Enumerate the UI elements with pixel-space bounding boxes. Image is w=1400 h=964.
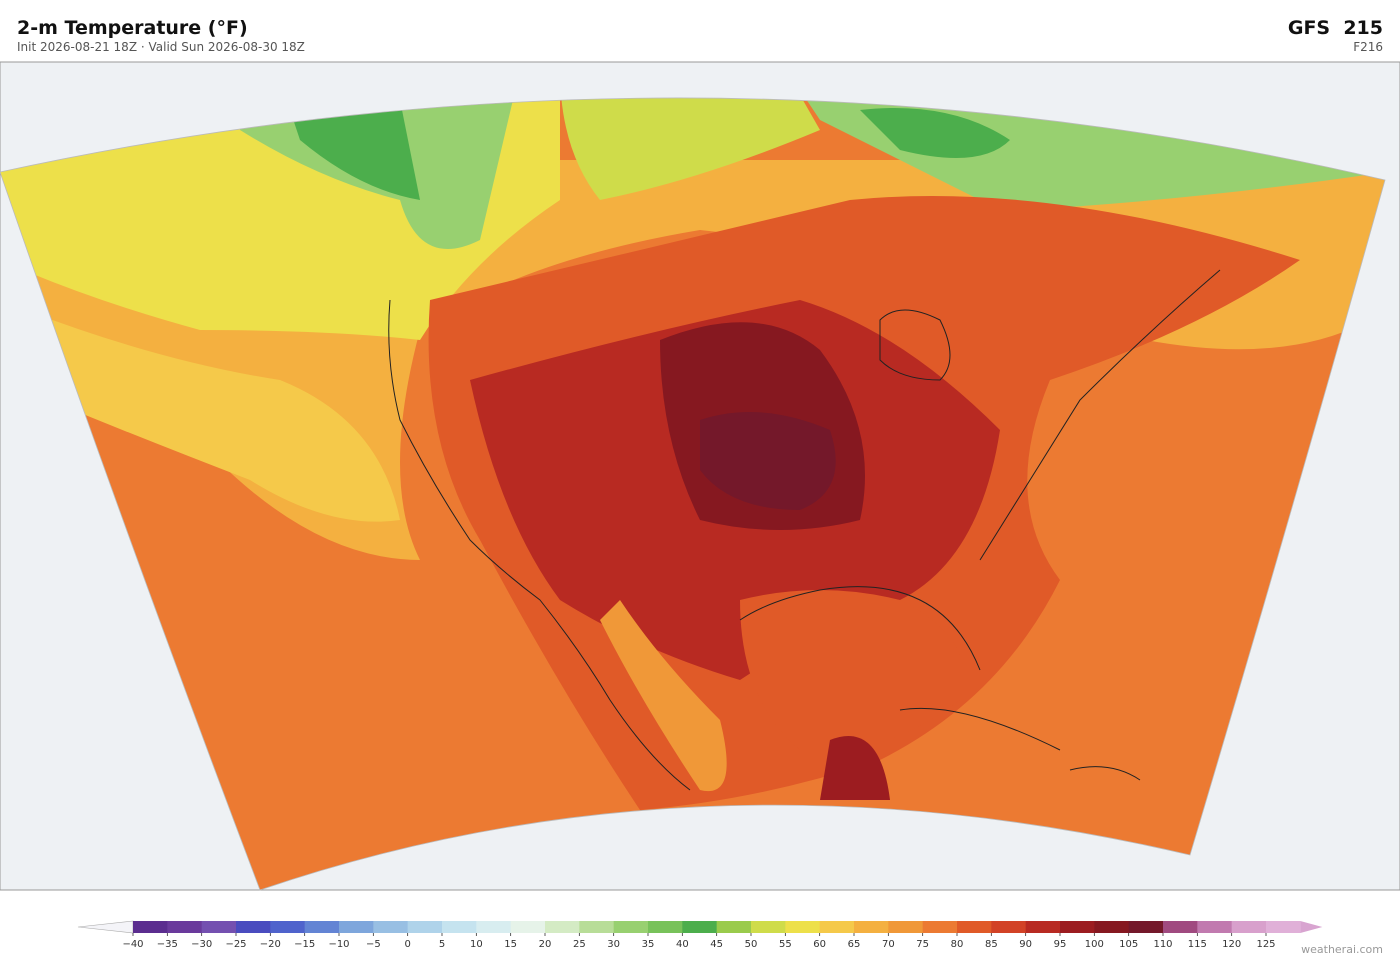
colorbar-tick-label: 75 — [916, 939, 929, 950]
subtitle: Init 2026-08-21 18Z · Valid Sun 2026-08-… — [17, 40, 305, 54]
colorbar-tick-label: 100 — [1085, 939, 1104, 950]
colorbar-tick-label: 5 — [439, 939, 445, 950]
colorbar-bin — [476, 921, 512, 933]
colorbar-bin — [991, 921, 1027, 933]
colorbar-bin — [922, 921, 958, 933]
colorbar-bin — [1197, 921, 1233, 933]
colorbar-tick-label: 55 — [779, 939, 792, 950]
credit: weatherai.com — [1301, 943, 1383, 956]
colorbar-bin — [236, 921, 271, 933]
colorbar-bin — [1128, 921, 1164, 933]
colorbar-tick-label: 80 — [951, 939, 964, 950]
colorbar-bin — [1163, 921, 1198, 933]
colorbar-tick-label: 125 — [1256, 939, 1275, 950]
colorbar-tick-label: −30 — [191, 939, 212, 950]
colorbar-tick-label: −40 — [122, 939, 143, 950]
colorbar-tick-label: 20 — [539, 939, 552, 950]
colorbar-bin — [648, 921, 683, 933]
colorbar-bin — [716, 921, 752, 933]
colorbar-bin — [167, 921, 203, 933]
colorbar-bin — [270, 921, 306, 933]
colorbar-bin — [339, 921, 374, 933]
colorbar-tick-label: 65 — [848, 939, 861, 950]
colorbar-tick-label: −5 — [366, 939, 381, 950]
colorbar-tick-label: 40 — [676, 939, 689, 950]
colorbar-bin — [957, 921, 992, 933]
colorbar-tick-label: 115 — [1188, 939, 1207, 950]
colorbar-bin — [888, 921, 924, 933]
colorbar-bin — [854, 921, 889, 933]
colorbar-tick-label: 45 — [710, 939, 723, 950]
colorbar: −40 −35 −30 −25 −20 −15 −10 −5 0 5 10 15 20 25 30 35 40 4… — [77, 920, 1323, 950]
colorbar-bin — [201, 921, 237, 933]
colorbar-over — [1300, 921, 1323, 933]
colorbar-bin — [1094, 921, 1130, 933]
colorbar-under — [77, 920, 134, 934]
colorbar-bin — [304, 921, 340, 933]
colorbar-tick-label: 95 — [1054, 939, 1067, 950]
colorbar-bin — [442, 921, 477, 933]
colorbar-tick-label: 25 — [573, 939, 586, 950]
temperature-field — [0, 97, 1385, 890]
colorbar-tick-label: 50 — [745, 939, 758, 950]
colorbar-tick-label: −15 — [294, 939, 315, 950]
colorbar-bin — [613, 921, 649, 933]
colorbar-tick-label: 85 — [985, 939, 998, 950]
colorbar-tick-label: 60 — [813, 939, 826, 950]
colorbar-bin — [819, 921, 855, 933]
colorbar-tick-label: 15 — [504, 939, 517, 950]
map — [0, 61, 1400, 891]
colorbar-bin — [1266, 921, 1301, 933]
colorbar-bin — [510, 921, 546, 933]
colorbar-tick-label: 110 — [1153, 939, 1172, 950]
colorbar-tick-label: 120 — [1222, 939, 1241, 950]
colorbar-tick-label: 35 — [642, 939, 655, 950]
colorbar-tick-label: 90 — [1019, 939, 1032, 950]
colorbar-tick-label: −35 — [157, 939, 178, 950]
colorbar-bin — [579, 921, 615, 933]
coastlines — [388, 269, 1221, 791]
colorbar-bin — [407, 921, 443, 933]
title: 2-m Temperature (°F) — [17, 17, 248, 39]
colorbar-tick-label: 0 — [404, 939, 410, 950]
forecast-hour: F216 — [1353, 40, 1383, 54]
colorbar-tick-label: 30 — [607, 939, 620, 950]
colorbar-bin — [1060, 921, 1095, 933]
colorbar-bin — [373, 921, 409, 933]
colorbar-bin — [751, 921, 786, 933]
colorbar-bin — [1025, 921, 1061, 933]
colorbar-tick-label: 105 — [1119, 939, 1138, 950]
colorbar-bin — [785, 921, 821, 933]
colorbar-bin — [545, 921, 580, 933]
colorbar-tick-label: 10 — [470, 939, 483, 950]
colorbar-tick-label: −10 — [328, 939, 349, 950]
colorbar-tick-label: −20 — [260, 939, 281, 950]
colorbar-tick-label: 70 — [882, 939, 895, 950]
colorbar-bin — [682, 921, 718, 933]
colorbar-bin — [133, 921, 168, 933]
model-label: GFS 215 — [1288, 17, 1383, 39]
colorbar-bin — [1231, 921, 1267, 933]
colorbar-tick-label: −25 — [225, 939, 246, 950]
